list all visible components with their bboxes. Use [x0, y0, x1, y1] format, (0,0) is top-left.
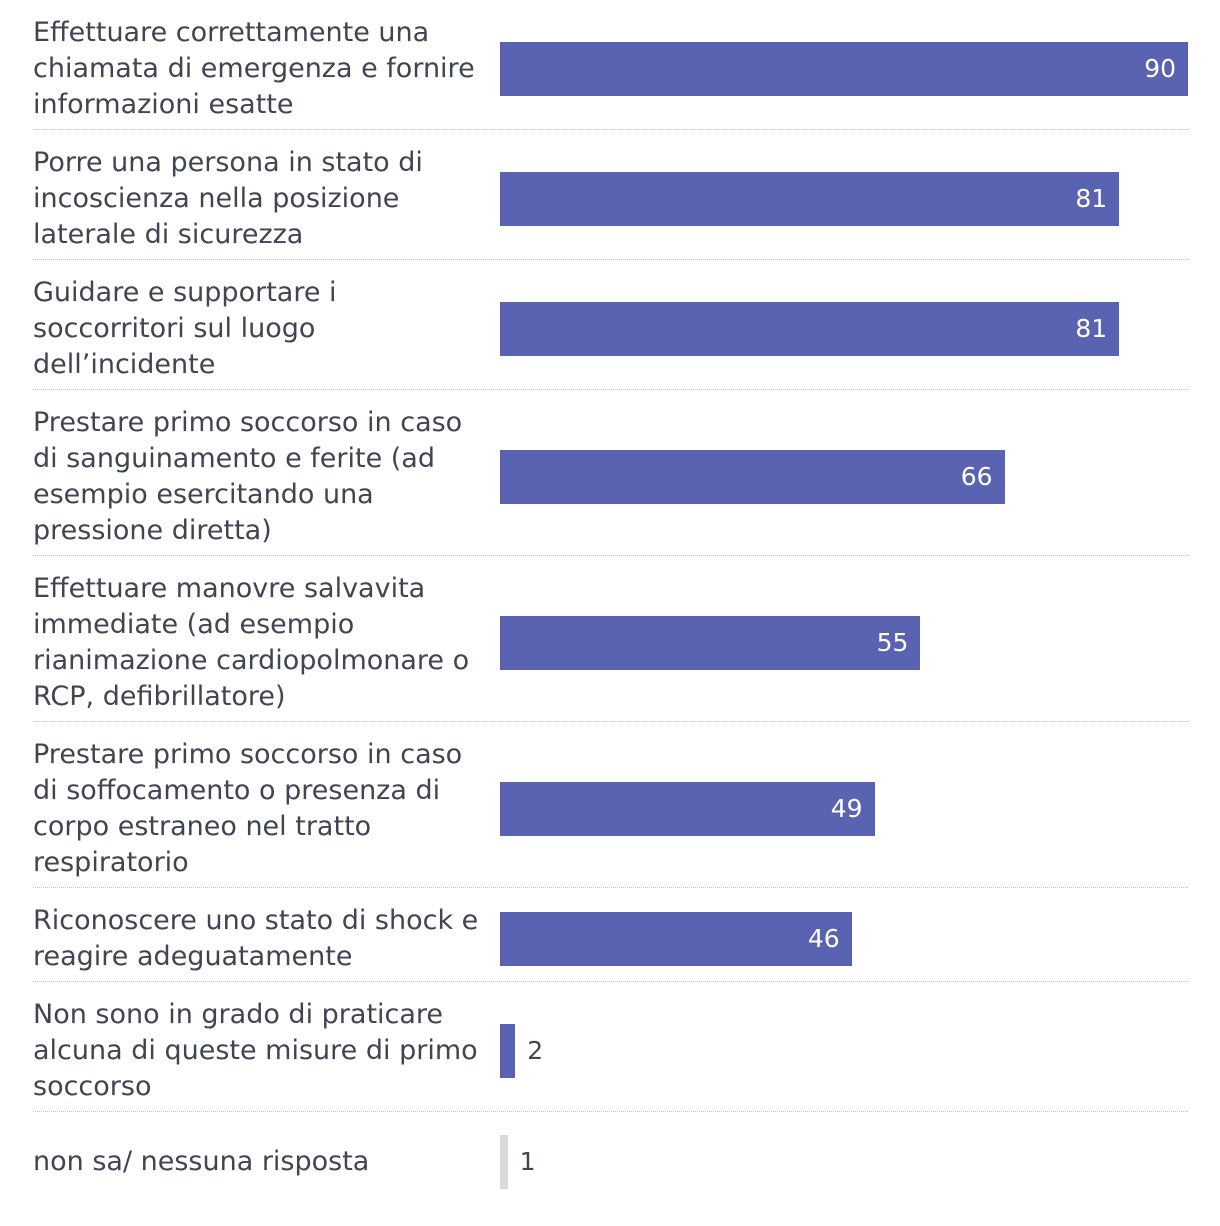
chart-row: Effettuare manovre salvavita immediate (…	[0, 566, 1220, 720]
data-label: 90	[1144, 54, 1176, 83]
chart-row: Porre una persona in stato di incoscienz…	[0, 140, 1220, 258]
bar	[500, 912, 852, 966]
category-label: Riconoscere uno stato di shock e reagire…	[33, 905, 479, 972]
category-label: Effettuare manovre salvavita immediate (…	[33, 573, 470, 712]
category-label: Porre una persona in stato di incoscienz…	[33, 147, 423, 250]
category-label: Effettuare correttamente una chiamata di…	[33, 17, 475, 120]
category-label: non sa/ nessuna risposta	[33, 1146, 370, 1177]
bar	[500, 782, 875, 836]
data-label: 55	[876, 628, 909, 657]
chart-row: Guidare e supportare i soccorritori sul …	[0, 270, 1220, 388]
row-separator	[33, 555, 1188, 556]
row-separator	[33, 981, 1188, 982]
row-separator	[33, 259, 1188, 260]
category-label: Prestare primo soccorso in caso di sangu…	[33, 407, 463, 546]
category-label: Guidare e supportare i soccorritori sul …	[33, 277, 337, 380]
bar	[500, 42, 1188, 96]
chart-row: non sa/ nessuna risposta 1	[0, 1122, 1220, 1202]
row-separator	[33, 129, 1188, 130]
data-label: 81	[1075, 314, 1108, 343]
bar	[500, 616, 921, 670]
data-label: 1	[519, 1147, 536, 1176]
data-label: 81	[1075, 184, 1108, 213]
row-separator	[33, 721, 1188, 722]
chart-row: Non sono in grado di praticare alcuna di…	[0, 992, 1220, 1110]
row-separator	[33, 1111, 1188, 1112]
chart-row: Prestare primo soccorso in caso di soffo…	[0, 732, 1220, 886]
bar	[500, 172, 1120, 226]
category-label: Prestare primo soccorso in caso di soffo…	[33, 739, 463, 878]
bar	[500, 450, 1005, 504]
bar	[500, 1135, 508, 1189]
data-label: 66	[960, 462, 993, 491]
data-label: 2	[527, 1036, 544, 1065]
row-separator	[33, 887, 1188, 888]
data-label: 49	[830, 794, 863, 823]
chart-row: Effettuare correttamente una chiamata di…	[0, 10, 1220, 128]
bar	[500, 1024, 516, 1078]
chart-row: Prestare primo soccorso in caso di sangu…	[0, 400, 1220, 554]
chart-row: Riconoscere uno stato di shock e reagire…	[0, 898, 1220, 980]
data-label: 46	[807, 924, 840, 953]
category-label: Non sono in grado di praticare alcuna di…	[33, 999, 478, 1102]
row-separator	[33, 389, 1188, 390]
bar	[500, 302, 1120, 356]
